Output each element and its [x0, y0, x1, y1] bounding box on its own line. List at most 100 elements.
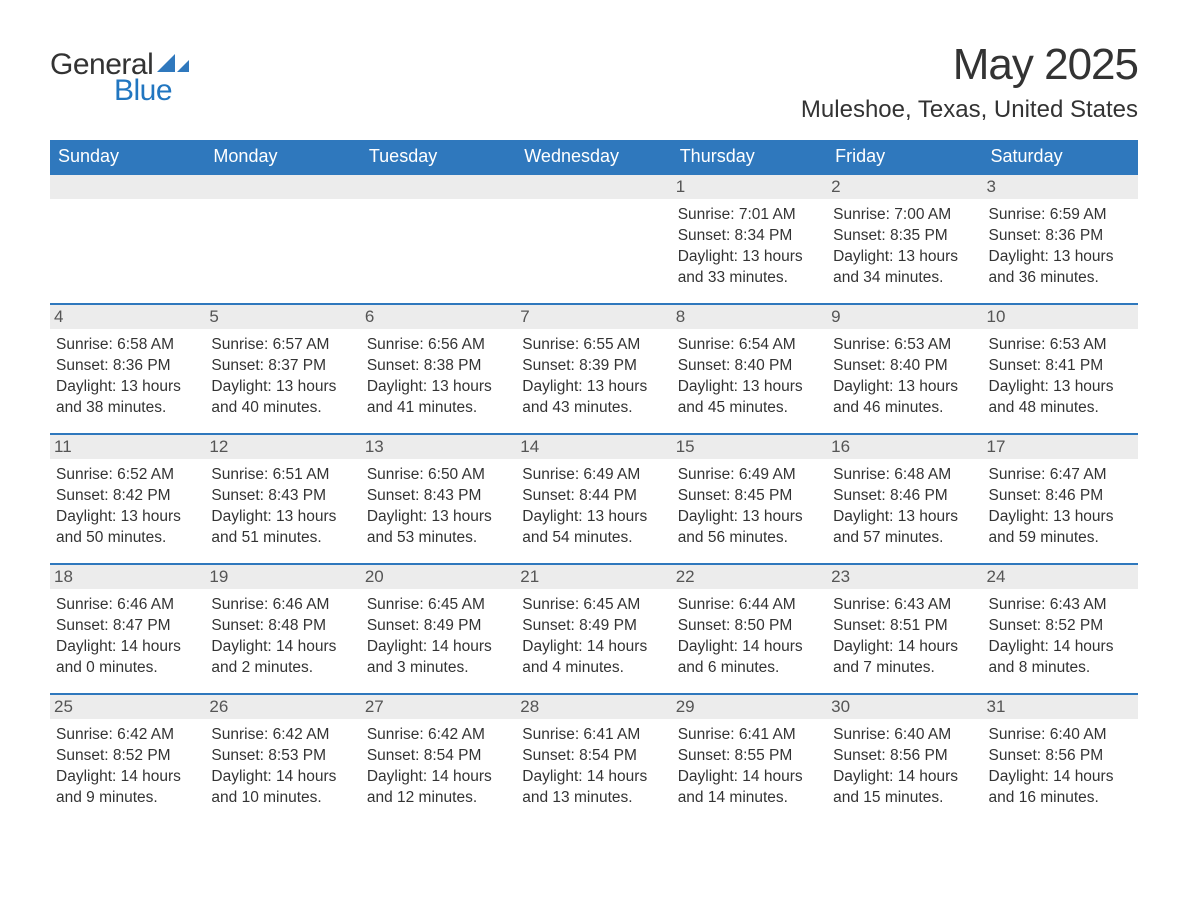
day-number: 28 [516, 695, 671, 719]
dow-tuesday: Tuesday [361, 140, 516, 175]
day-cell: 29Sunrise: 6:41 AMSunset: 8:55 PMDayligh… [672, 695, 827, 823]
daylight-line2: and 15 minutes. [833, 788, 976, 809]
day-number: 21 [516, 565, 671, 589]
daylight-line1: Daylight: 13 hours [989, 507, 1132, 528]
sunrise-value: Sunrise: 6:43 AM [833, 595, 976, 616]
day-details: Sunrise: 6:43 AMSunset: 8:51 PMDaylight:… [833, 595, 976, 679]
daylight-line2: and 0 minutes. [56, 658, 199, 679]
sunset-value: Sunset: 8:38 PM [367, 356, 510, 377]
day-details: Sunrise: 6:43 AMSunset: 8:52 PMDaylight:… [989, 595, 1132, 679]
day-number: 13 [361, 435, 516, 459]
sunset-value: Sunset: 8:51 PM [833, 616, 976, 637]
sunset-value: Sunset: 8:56 PM [833, 746, 976, 767]
week-row: 4Sunrise: 6:58 AMSunset: 8:36 PMDaylight… [50, 303, 1138, 433]
sunrise-value: Sunrise: 7:01 AM [678, 205, 821, 226]
page-title: May 2025 [801, 40, 1138, 90]
sunrise-value: Sunrise: 6:40 AM [833, 725, 976, 746]
day-number: 19 [205, 565, 360, 589]
sunset-value: Sunset: 8:41 PM [989, 356, 1132, 377]
daylight-line2: and 46 minutes. [833, 398, 976, 419]
day-number: 24 [983, 565, 1138, 589]
daylight-line2: and 16 minutes. [989, 788, 1132, 809]
daylight-line2: and 45 minutes. [678, 398, 821, 419]
title-block: May 2025 Muleshoe, Texas, United States [801, 40, 1138, 124]
sunrise-value: Sunrise: 6:58 AM [56, 335, 199, 356]
day-details: Sunrise: 6:55 AMSunset: 8:39 PMDaylight:… [522, 335, 665, 419]
daylight-line1: Daylight: 14 hours [211, 637, 354, 658]
day-cell [361, 175, 516, 303]
sunset-value: Sunset: 8:52 PM [56, 746, 199, 767]
sunrise-value: Sunrise: 6:56 AM [367, 335, 510, 356]
day-cell: 15Sunrise: 6:49 AMSunset: 8:45 PMDayligh… [672, 435, 827, 563]
weeks-container: 1Sunrise: 7:01 AMSunset: 8:34 PMDaylight… [50, 175, 1138, 823]
day-details: Sunrise: 6:49 AMSunset: 8:44 PMDaylight:… [522, 465, 665, 549]
sunrise-value: Sunrise: 6:57 AM [211, 335, 354, 356]
sunrise-value: Sunrise: 6:52 AM [56, 465, 199, 486]
day-details: Sunrise: 6:40 AMSunset: 8:56 PMDaylight:… [989, 725, 1132, 809]
day-cell [516, 175, 671, 303]
daylight-line1: Daylight: 13 hours [678, 507, 821, 528]
daylight-line2: and 41 minutes. [367, 398, 510, 419]
day-number: 6 [361, 305, 516, 329]
sunrise-value: Sunrise: 6:46 AM [211, 595, 354, 616]
dow-saturday: Saturday [983, 140, 1138, 175]
day-cell: 11Sunrise: 6:52 AMSunset: 8:42 PMDayligh… [50, 435, 205, 563]
day-details: Sunrise: 6:46 AMSunset: 8:47 PMDaylight:… [56, 595, 199, 679]
sunset-value: Sunset: 8:44 PM [522, 486, 665, 507]
day-number: 11 [50, 435, 205, 459]
daylight-line2: and 43 minutes. [522, 398, 665, 419]
sunrise-value: Sunrise: 6:51 AM [211, 465, 354, 486]
dow-monday: Monday [205, 140, 360, 175]
daylight-line2: and 8 minutes. [989, 658, 1132, 679]
day-cell: 22Sunrise: 6:44 AMSunset: 8:50 PMDayligh… [672, 565, 827, 693]
sunrise-value: Sunrise: 6:47 AM [989, 465, 1132, 486]
daylight-line1: Daylight: 14 hours [56, 637, 199, 658]
day-number: 9 [827, 305, 982, 329]
daylight-line2: and 14 minutes. [678, 788, 821, 809]
daylight-line1: Daylight: 13 hours [833, 377, 976, 398]
day-number: 3 [983, 175, 1138, 199]
day-cell: 21Sunrise: 6:45 AMSunset: 8:49 PMDayligh… [516, 565, 671, 693]
day-cell: 27Sunrise: 6:42 AMSunset: 8:54 PMDayligh… [361, 695, 516, 823]
day-number: 26 [205, 695, 360, 719]
daylight-line1: Daylight: 13 hours [522, 377, 665, 398]
sunset-value: Sunset: 8:54 PM [522, 746, 665, 767]
sunset-value: Sunset: 8:37 PM [211, 356, 354, 377]
sunset-value: Sunset: 8:55 PM [678, 746, 821, 767]
day-number [205, 175, 360, 199]
sunset-value: Sunset: 8:50 PM [678, 616, 821, 637]
header: General Blue May 2025 Muleshoe, Texas, U… [50, 40, 1138, 124]
dow-sunday: Sunday [50, 140, 205, 175]
day-details: Sunrise: 6:58 AMSunset: 8:36 PMDaylight:… [56, 335, 199, 419]
day-details: Sunrise: 6:56 AMSunset: 8:38 PMDaylight:… [367, 335, 510, 419]
sunrise-value: Sunrise: 6:42 AM [211, 725, 354, 746]
sunrise-value: Sunrise: 6:59 AM [989, 205, 1132, 226]
day-details: Sunrise: 6:54 AMSunset: 8:40 PMDaylight:… [678, 335, 821, 419]
day-cell: 2Sunrise: 7:00 AMSunset: 8:35 PMDaylight… [827, 175, 982, 303]
daylight-line2: and 6 minutes. [678, 658, 821, 679]
day-cell: 12Sunrise: 6:51 AMSunset: 8:43 PMDayligh… [205, 435, 360, 563]
sunset-value: Sunset: 8:46 PM [833, 486, 976, 507]
day-number: 30 [827, 695, 982, 719]
day-cell: 31Sunrise: 6:40 AMSunset: 8:56 PMDayligh… [983, 695, 1138, 823]
day-details: Sunrise: 6:45 AMSunset: 8:49 PMDaylight:… [367, 595, 510, 679]
day-cell: 28 Sunrise: 6:41 AMSunset: 8:54 PMDayligh… [516, 695, 671, 823]
daylight-line1: Daylight: 13 hours [678, 247, 821, 268]
day-number: 23 [827, 565, 982, 589]
day-details: Sunrise: 6:44 AMSunset: 8:50 PMDaylight:… [678, 595, 821, 679]
sunrise-value: Sunrise: 6:40 AM [989, 725, 1132, 746]
day-details: Sunrise: 7:01 AMSunset: 8:34 PMDaylight:… [678, 205, 821, 289]
daylight-line1: Daylight: 14 hours [678, 637, 821, 658]
day-number [516, 175, 671, 199]
daylight-line1: Daylight: 13 hours [56, 507, 199, 528]
day-details: Sunrise: 6:42 AMSunset: 8:54 PMDaylight:… [367, 725, 510, 809]
daylight-line2: and 48 minutes. [989, 398, 1132, 419]
sunset-value: Sunset: 8:43 PM [367, 486, 510, 507]
sunrise-value: Sunrise: 6:43 AM [989, 595, 1132, 616]
day-number: 14 [516, 435, 671, 459]
sunrise-value: Sunrise: 6:49 AM [522, 465, 665, 486]
day-details: Sunrise: 6:41 AMSunset: 8:54 PMDaylight:… [522, 725, 665, 809]
daylight-line1: Daylight: 14 hours [678, 767, 821, 788]
day-cell: 7Sunrise: 6:55 AMSunset: 8:39 PMDaylight… [516, 305, 671, 433]
sunrise-value: Sunrise: 6:42 AM [56, 725, 199, 746]
